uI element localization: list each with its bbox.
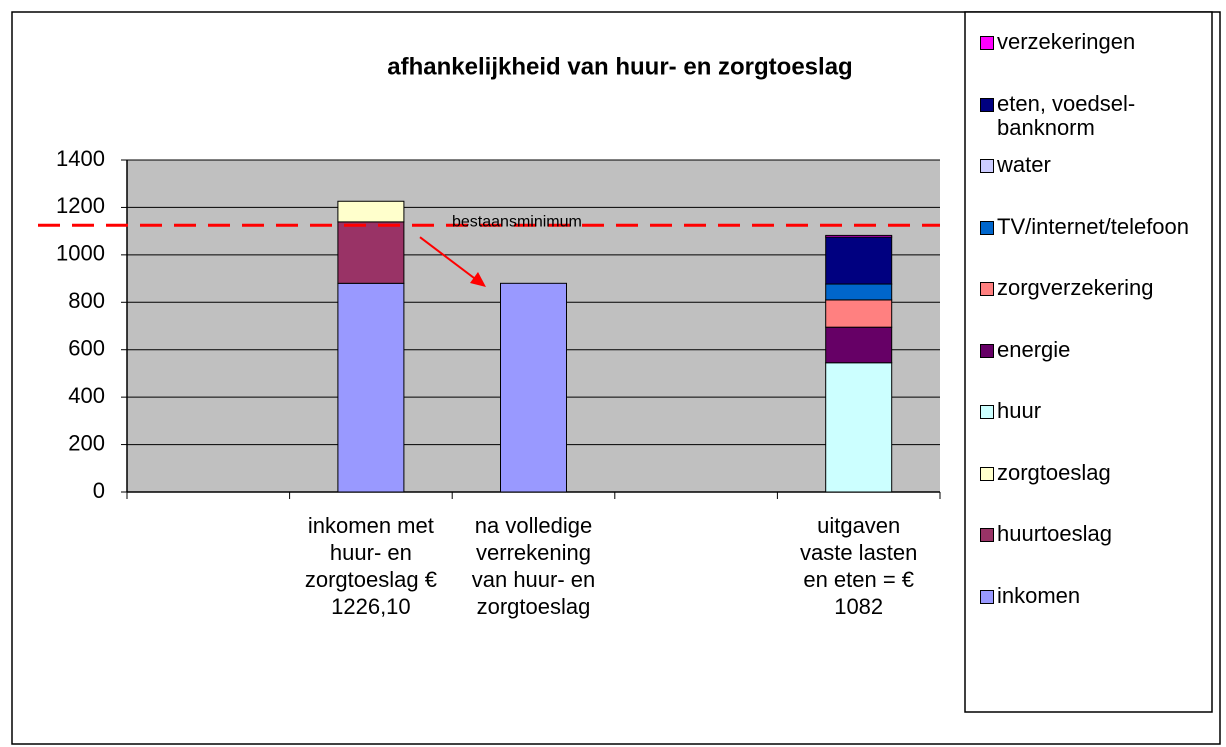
bar-segment xyxy=(825,299,893,328)
x-tick-label: inkomen met huur- en zorgtoeslag € 1226,… xyxy=(304,513,437,619)
legend-label: verzekeringen xyxy=(997,29,1136,54)
y-tick-label: 1200 xyxy=(56,193,105,218)
y-tick-label: 800 xyxy=(68,288,105,313)
legend-label: inkomen xyxy=(997,582,1081,608)
legend-swatch xyxy=(980,466,994,481)
bar-segment xyxy=(825,362,893,493)
legend-entry: zorgtoeslag xyxy=(980,459,1205,485)
legend-swatch xyxy=(980,343,994,358)
y-tick-label: 0 xyxy=(93,478,105,503)
legend-swatch xyxy=(980,589,994,604)
legend-label: water xyxy=(997,152,1051,177)
legend-entry: eten, voedsel-banknorm xyxy=(980,90,1205,140)
legend-label: huurtoeslag xyxy=(997,521,1112,546)
y-tick-label: 400 xyxy=(68,383,105,408)
legend-entry: zorgverzekering xyxy=(980,276,1205,300)
bar-segment xyxy=(500,282,567,493)
y-tick-label: 200 xyxy=(68,430,105,455)
legend-swatch xyxy=(980,282,994,296)
legend-entry: TV/internet/telefoon xyxy=(980,213,1205,239)
legend-frame xyxy=(964,11,1213,713)
legend-label: zorgtoeslag xyxy=(997,459,1111,485)
legend-label: energie xyxy=(997,336,1071,362)
x-tick-label: na volledige verrekening van huur- en zo… xyxy=(471,513,596,619)
reference-label: bestaansminimum xyxy=(452,213,582,230)
legend-entry: water xyxy=(980,153,1205,177)
y-tick-label: 1400 xyxy=(56,146,105,171)
y-tick-label: 600 xyxy=(68,336,105,361)
annotation-arrowhead xyxy=(470,272,486,287)
annotation-arrow xyxy=(419,236,483,285)
bar-segment xyxy=(337,200,405,223)
legend-swatch xyxy=(980,220,994,235)
legend-entry: inkomen xyxy=(980,582,1205,608)
legend-swatch xyxy=(980,36,994,50)
legend-swatch xyxy=(980,528,994,542)
legend-entry: huurtoeslag xyxy=(980,522,1205,546)
bar-segment xyxy=(337,282,405,493)
legend-swatch xyxy=(980,405,994,419)
bar-segment xyxy=(825,326,893,364)
legend-label: zorgverzekering xyxy=(997,275,1154,300)
bar-segment xyxy=(825,236,893,285)
legend-swatch xyxy=(980,97,994,112)
legend-entry: huur xyxy=(980,399,1205,423)
legend-entry: energie xyxy=(980,336,1205,362)
bar-segment xyxy=(825,283,893,301)
bar-segment xyxy=(825,234,893,238)
legend-label: huur xyxy=(997,398,1042,423)
legend-label: TV/internet/telefoon xyxy=(997,213,1190,239)
chart-title: afhankelijkheid van huur- en zorgtoeslag xyxy=(387,53,852,80)
x-tick-label: uitgaven vaste lasten en eten = € 1082 xyxy=(799,513,918,619)
legend-entry: verzekeringen xyxy=(980,30,1205,54)
legend-swatch xyxy=(980,159,994,173)
y-tick-label: 1000 xyxy=(56,241,105,266)
bar-segment xyxy=(337,221,405,284)
legend-label: eten, voedsel-banknorm xyxy=(997,90,1136,140)
